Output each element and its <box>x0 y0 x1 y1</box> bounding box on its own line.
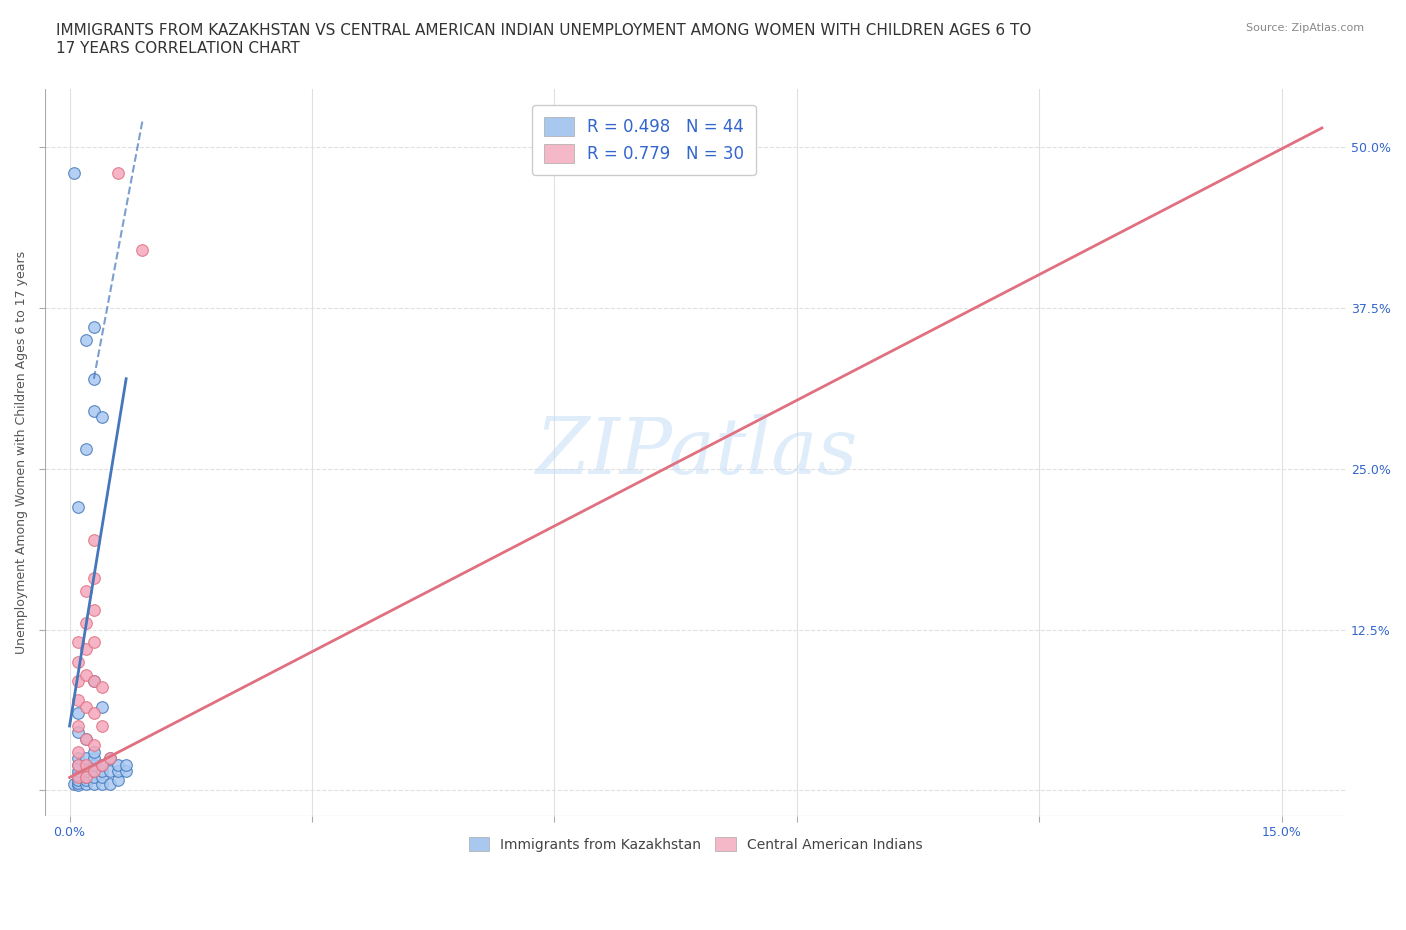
Point <box>66 770 89 785</box>
Point <box>90 764 112 778</box>
Point <box>83 777 105 791</box>
Point <box>66 500 89 515</box>
Point <box>83 751 105 765</box>
Point <box>83 764 105 778</box>
Point <box>131 243 153 258</box>
Point <box>83 371 105 386</box>
Point <box>66 764 89 778</box>
Point <box>83 744 105 759</box>
Point <box>83 404 105 418</box>
Point <box>62 777 84 791</box>
Point <box>83 532 105 547</box>
Point <box>98 751 121 765</box>
Point <box>75 764 97 778</box>
Point <box>83 635 105 650</box>
Text: IMMIGRANTS FROM KAZAKHSTAN VS CENTRAL AMERICAN INDIAN UNEMPLOYMENT AMONG WOMEN W: IMMIGRANTS FROM KAZAKHSTAN VS CENTRAL AM… <box>56 23 1032 56</box>
Point <box>83 603 105 618</box>
Point <box>66 744 89 759</box>
Point <box>90 680 112 695</box>
Point <box>83 673 105 688</box>
Point <box>66 654 89 669</box>
Point <box>66 719 89 734</box>
Point <box>98 751 121 765</box>
Point <box>75 583 97 598</box>
Point <box>66 635 89 650</box>
Point <box>75 770 97 785</box>
Point <box>83 673 105 688</box>
Point <box>90 719 112 734</box>
Point <box>83 764 105 778</box>
Point <box>107 764 129 778</box>
Point <box>66 757 89 772</box>
Point <box>66 693 89 708</box>
Point <box>75 770 97 785</box>
Point <box>107 773 129 788</box>
Point <box>83 571 105 586</box>
Point <box>66 773 89 788</box>
Point <box>75 757 97 772</box>
Point <box>98 777 121 791</box>
Text: ZIPatlas: ZIPatlas <box>534 415 856 491</box>
Point <box>83 737 105 752</box>
Y-axis label: Unemployment Among Women with Children Ages 6 to 17 years: Unemployment Among Women with Children A… <box>15 251 28 655</box>
Point <box>115 757 138 772</box>
Point <box>66 725 89 740</box>
Point <box>66 757 89 772</box>
Point <box>75 751 97 765</box>
Legend: Immigrants from Kazakhstan, Central American Indians: Immigrants from Kazakhstan, Central Amer… <box>460 829 931 860</box>
Point <box>75 616 97 631</box>
Point <box>98 764 121 778</box>
Point <box>90 410 112 425</box>
Point <box>115 764 138 778</box>
Point <box>75 642 97 657</box>
Point <box>66 673 89 688</box>
Point <box>75 667 97 682</box>
Point <box>66 706 89 721</box>
Point <box>83 706 105 721</box>
Point <box>90 699 112 714</box>
Point <box>83 757 105 772</box>
Point <box>83 770 105 785</box>
Point <box>75 731 97 746</box>
Point <box>75 442 97 457</box>
Point <box>90 770 112 785</box>
Point <box>90 757 112 772</box>
Point <box>107 166 129 180</box>
Point <box>75 731 97 746</box>
Point <box>83 320 105 335</box>
Point <box>107 757 129 772</box>
Point <box>90 757 112 772</box>
Point <box>66 775 89 790</box>
Point <box>90 777 112 791</box>
Point <box>66 767 89 782</box>
Point <box>66 751 89 765</box>
Text: Source: ZipAtlas.com: Source: ZipAtlas.com <box>1246 23 1364 33</box>
Point <box>66 777 89 792</box>
Point <box>75 777 97 791</box>
Point <box>75 699 97 714</box>
Point <box>75 773 97 788</box>
Point <box>62 166 84 180</box>
Point <box>75 333 97 348</box>
